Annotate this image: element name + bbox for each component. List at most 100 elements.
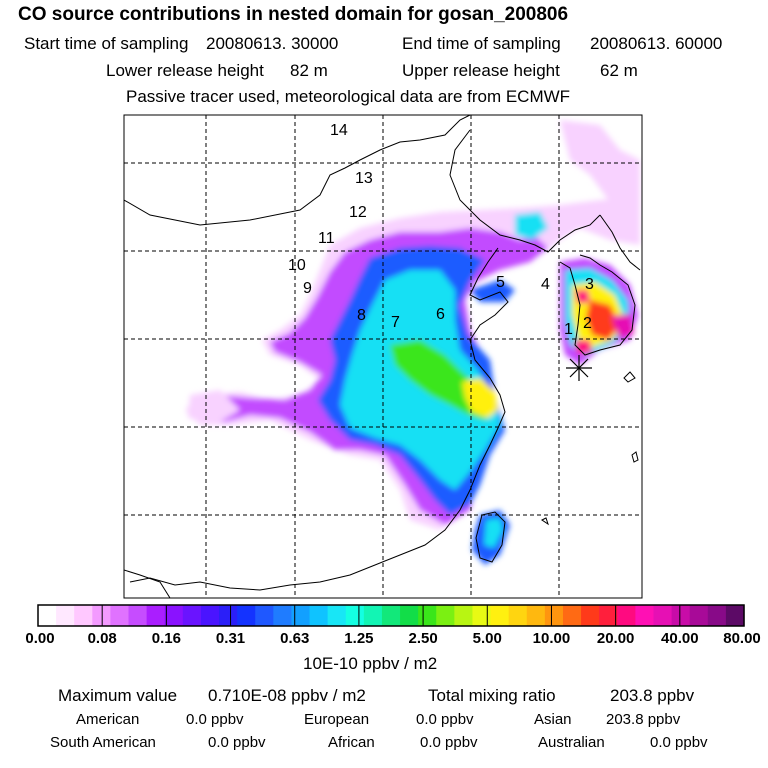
coastline-taiwan bbox=[475, 511, 506, 563]
colorbar-tick-label: 5.00 bbox=[472, 630, 502, 647]
colorbar-tick-label: 2.50 bbox=[408, 630, 438, 647]
colorbar-swatch bbox=[74, 605, 93, 626]
colorbar-swatch bbox=[671, 605, 691, 626]
colorbar-tick-label: 80.00 bbox=[723, 630, 761, 647]
south-american-value: 0.0 ppbv bbox=[208, 734, 266, 751]
colorbar-swatch bbox=[454, 605, 474, 626]
region-label: 8 bbox=[357, 307, 366, 324]
australian-label: Australian bbox=[538, 734, 605, 751]
colorbar-tick-label: 10.00 bbox=[532, 630, 571, 647]
region-label: 9 bbox=[303, 280, 312, 297]
colorbar-swatch bbox=[707, 605, 727, 626]
colorbar-swatch bbox=[526, 605, 546, 626]
colorbar-swatch bbox=[219, 605, 238, 626]
max-value: 0.710E-08 ppbv / m2 bbox=[208, 686, 366, 705]
colorbar-swatch bbox=[164, 605, 184, 626]
end-time-value: 20080613. 60000 bbox=[590, 34, 723, 53]
upper-height-label: Upper release height bbox=[402, 61, 560, 80]
colorbar-swatch bbox=[273, 605, 293, 626]
colorbar-swatch bbox=[418, 605, 437, 626]
page-title: CO source contributions in nested domain… bbox=[18, 4, 569, 25]
colorbar-swatch bbox=[345, 605, 365, 626]
max-value-label: Maximum value bbox=[58, 686, 178, 705]
colorbar-swatch bbox=[617, 605, 636, 626]
plume-field bbox=[185, 120, 640, 565]
start-time-value: 20080613. 30000 bbox=[206, 34, 339, 53]
american-label: American bbox=[76, 711, 140, 728]
colorbar-swatch bbox=[128, 605, 148, 626]
colorbar-tick-label: 20.00 bbox=[596, 630, 635, 647]
colorbar-swatch bbox=[146, 605, 166, 626]
colorbar-swatch bbox=[381, 605, 401, 626]
colorbar-swatch bbox=[508, 605, 528, 626]
colorbar-swatch bbox=[327, 605, 347, 626]
region-label: 7 bbox=[391, 314, 400, 331]
african-label: African bbox=[328, 734, 375, 751]
region-label: 13 bbox=[355, 170, 373, 187]
island-2 bbox=[631, 451, 639, 463]
unit-label: 10E-10 ppbv / m2 bbox=[303, 654, 438, 673]
colorbar-swatch bbox=[436, 605, 455, 626]
coastline-north bbox=[124, 115, 471, 226]
colorbar-swatch bbox=[400, 605, 419, 626]
colorbar-swatch bbox=[599, 605, 618, 626]
european-label: European bbox=[304, 711, 370, 728]
colorbar-swatch bbox=[725, 605, 745, 626]
colorbar-swatch bbox=[255, 605, 274, 626]
colorbar-swatch bbox=[544, 605, 564, 626]
region-label: 2 bbox=[583, 315, 592, 332]
colorbar-swatch bbox=[472, 605, 492, 626]
coastline-southwest bbox=[124, 569, 171, 598]
colorbar-swatch bbox=[562, 605, 582, 626]
american-value: 0.0 ppbv bbox=[186, 711, 244, 728]
region-label: 6 bbox=[436, 306, 445, 323]
region-label: 12 bbox=[349, 204, 367, 221]
region-label: 3 bbox=[585, 276, 594, 293]
colorbar-swatch bbox=[291, 605, 311, 626]
coastline-china-east bbox=[129, 247, 509, 591]
colorbar-swatch bbox=[635, 605, 655, 626]
region-label: 11 bbox=[318, 230, 335, 247]
total-mixing-value: 203.8 ppbv bbox=[610, 686, 695, 705]
colorbar-tick-label: 0.00 bbox=[25, 630, 55, 647]
map-frame bbox=[123, 114, 643, 599]
plume-patch-taiwan-core bbox=[484, 518, 503, 548]
island-3 bbox=[541, 517, 549, 526]
coastline-east-asia bbox=[449, 129, 601, 253]
total-mixing-label: Total mixing ratio bbox=[428, 686, 556, 705]
tracer-note: Passive tracer used, meteorological data… bbox=[126, 87, 571, 106]
south-american-label: South American bbox=[50, 734, 156, 751]
colorbar-frame bbox=[37, 604, 745, 627]
region-label: 10 bbox=[288, 257, 306, 274]
region-label: 5 bbox=[496, 274, 505, 291]
upper-height-value: 62 m bbox=[600, 61, 638, 80]
end-time-label: End time of sampling bbox=[402, 34, 561, 53]
asian-label: Asian bbox=[534, 711, 572, 728]
colorbar-swatch bbox=[363, 605, 383, 626]
european-value: 0.0 ppbv bbox=[416, 711, 474, 728]
colorbar-tick-label: 0.63 bbox=[280, 630, 310, 647]
colorbar-swatch bbox=[653, 605, 673, 626]
region-label: 1 bbox=[564, 321, 573, 338]
colorbar-swatch bbox=[182, 605, 202, 626]
colorbar-tick-label: 40.00 bbox=[661, 630, 699, 647]
region-label: 14 bbox=[330, 122, 348, 139]
colorbar-swatch bbox=[490, 605, 510, 626]
colorbar-swatch bbox=[200, 605, 220, 626]
colorbar-swatch bbox=[309, 605, 329, 626]
colorbar-tick-label: 1.25 bbox=[344, 630, 374, 647]
colorbar-tick-label: 0.31 bbox=[215, 630, 246, 647]
colorbar-swatch bbox=[110, 605, 130, 626]
region-labels: 14 13 12 11 10 9 8 7 6 5 4 3 21 bbox=[288, 122, 594, 338]
coastline-korea bbox=[559, 254, 636, 356]
australian-value: 0.0 ppbv bbox=[650, 734, 708, 751]
colorbar bbox=[37, 605, 745, 626]
colorbar-swatch bbox=[689, 605, 709, 626]
plume-patch-korea-magenta-south bbox=[574, 340, 592, 354]
plume-patch-north bbox=[515, 212, 548, 240]
asian-value: 203.8 ppbv bbox=[606, 711, 681, 728]
coastlines bbox=[124, 115, 641, 598]
african-value: 0.0 ppbv bbox=[420, 734, 478, 751]
plume-patch-west-light bbox=[188, 390, 240, 425]
